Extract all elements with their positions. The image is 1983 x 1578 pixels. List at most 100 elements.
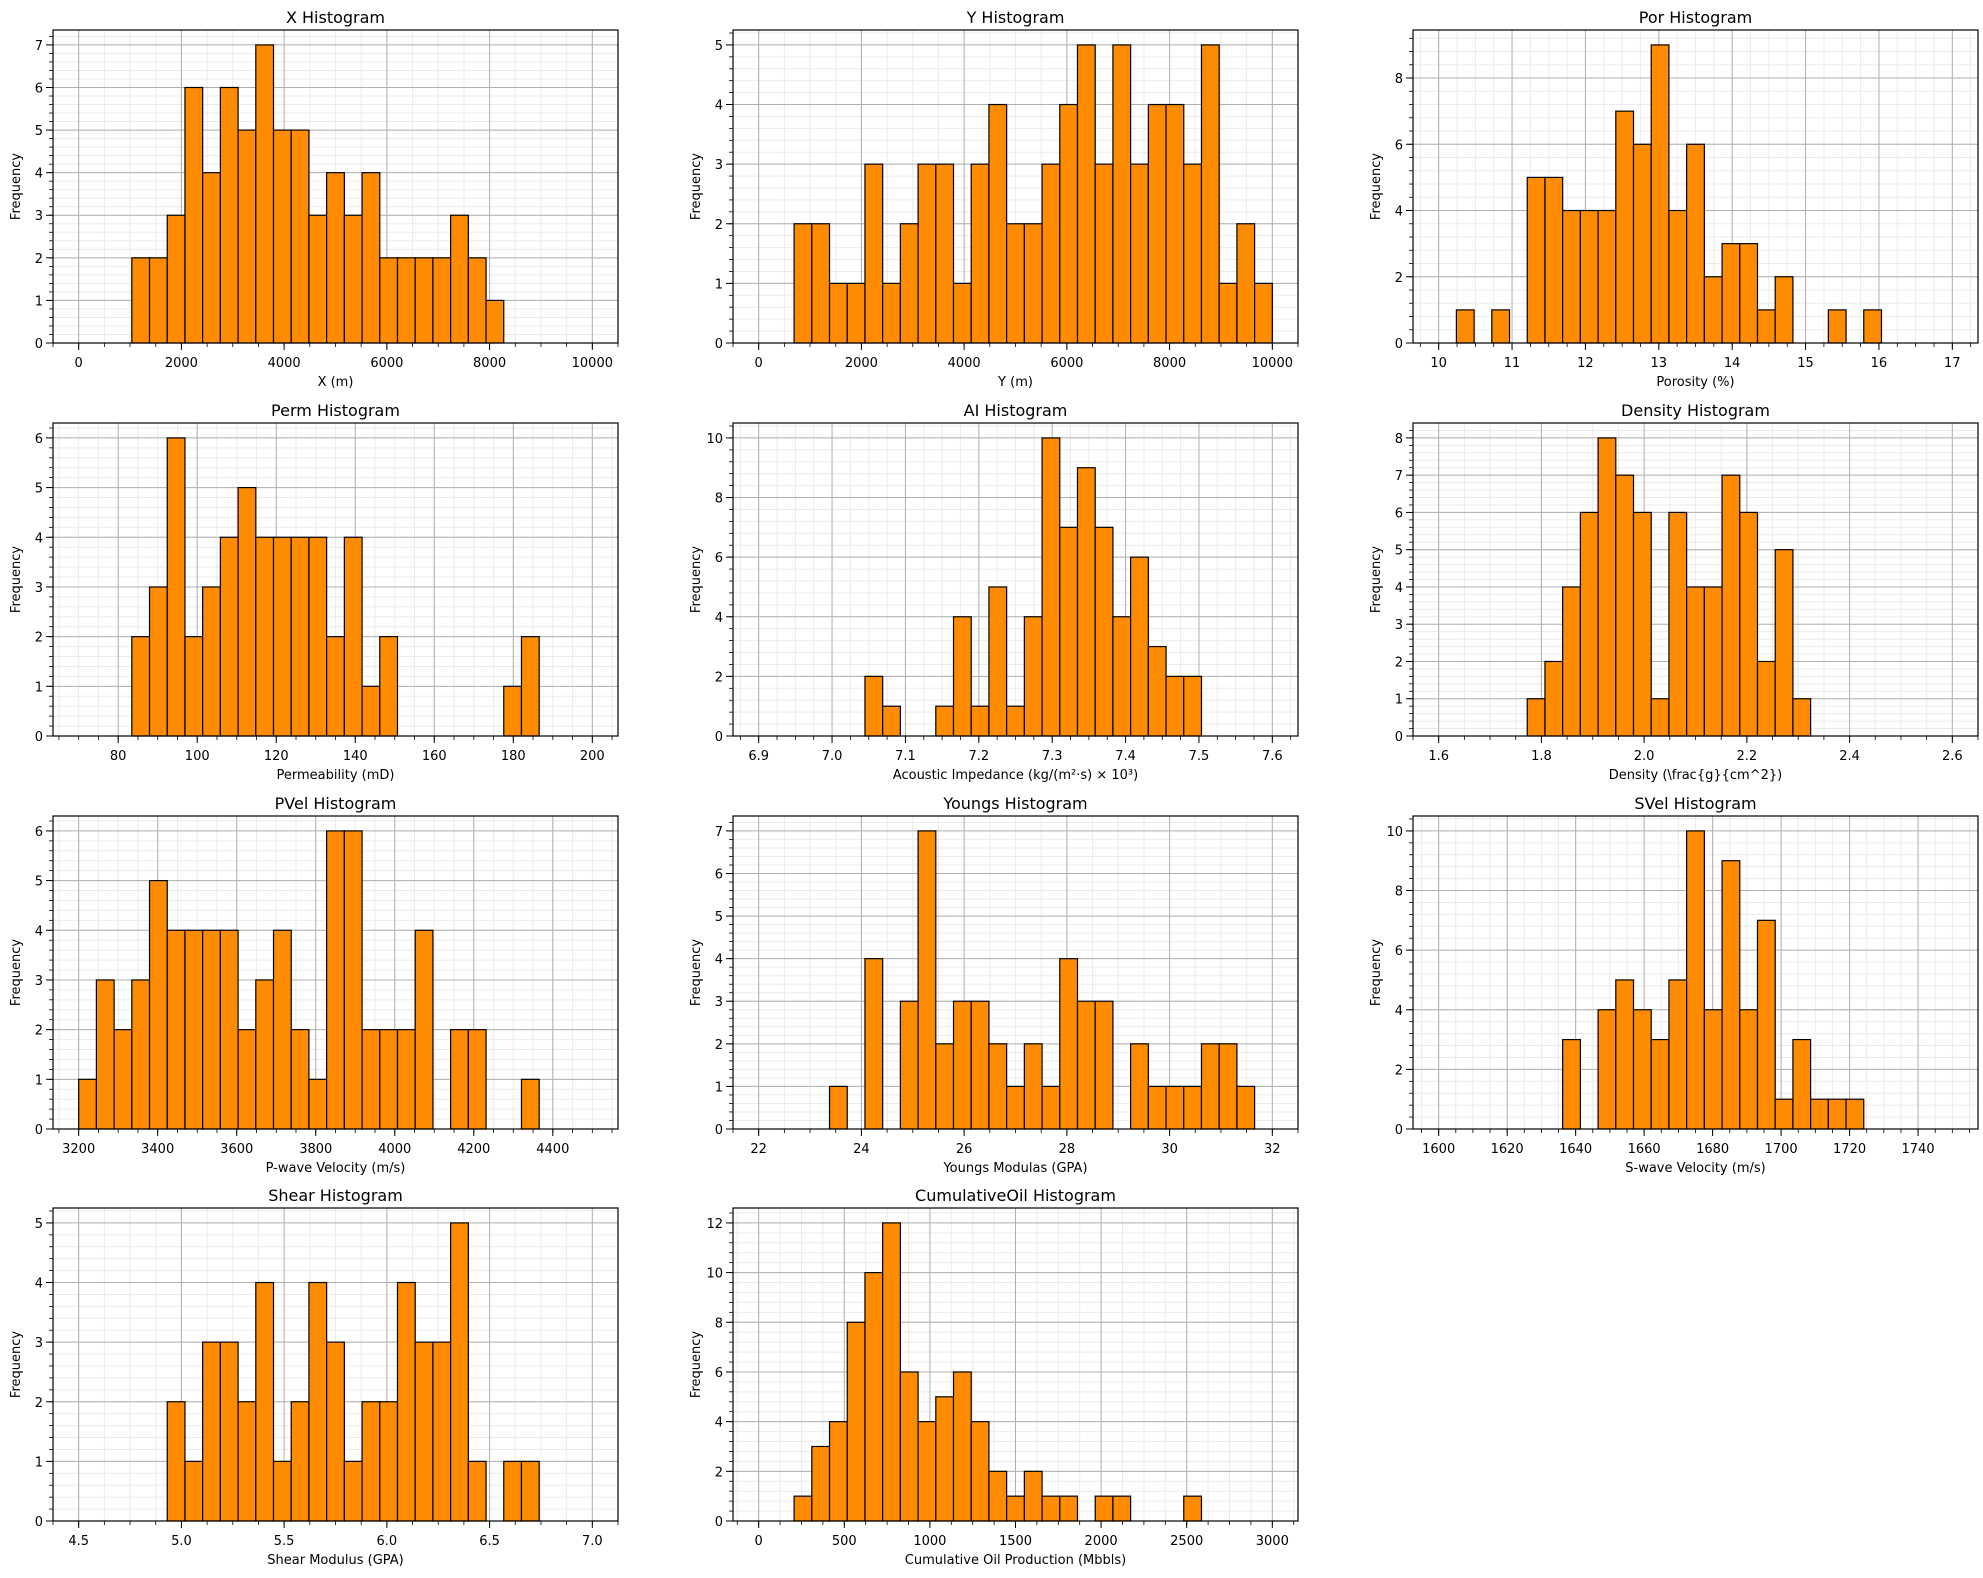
y-tick-label: 2 [715, 670, 723, 685]
y-tick-label: 8 [715, 1316, 723, 1331]
histogram-bar [1579, 511, 1599, 737]
histogram-bar [1094, 1000, 1114, 1130]
histogram-bar [272, 1460, 292, 1522]
histogram-bar [1076, 1000, 1096, 1130]
y-tick-label: 3 [715, 995, 723, 1010]
chart-title: Density Histogram [1621, 401, 1770, 420]
bars [864, 437, 1203, 737]
x-axis-label: Cumulative Oil Production (Mbbls) [905, 1553, 1126, 1568]
histogram-bar [1668, 511, 1688, 737]
x-tick-label: 24 [853, 1142, 870, 1157]
histogram-panel-1: 0 2000 4000 6000 8000 10000 0 1 2 3 4 5 Y Histogram Y… [689, 8, 1299, 390]
histogram-bar [379, 257, 399, 344]
histogram-bar [255, 536, 275, 737]
x-tick-label: 3600 [220, 1142, 253, 1157]
y-tick-label: 4 [1395, 581, 1403, 596]
x-tick-label: 1660 [1628, 1142, 1661, 1157]
y-tick-label: 2 [715, 1038, 723, 1053]
x-axis-label: Acoustic Impedance (kg/(m²·s) × 10³) [893, 768, 1138, 783]
histogram-bar [219, 1341, 239, 1522]
x-axis-label: Permeability (mD) [277, 768, 395, 783]
histogram-panel-5: 1.6 1.8 2.0 2.2 2.4 2.6 0 1 2 3 4 5 6 7 8 Density Histo… [1369, 401, 1979, 783]
x-tick-label: 1740 [1902, 1142, 1935, 1157]
histogram-bar [1200, 44, 1220, 344]
x-tick-label: 2.0 [1634, 749, 1655, 764]
x-tick-label: 17 [1944, 356, 1961, 371]
histogram-bar [1827, 1098, 1847, 1130]
histogram-bar [1650, 44, 1670, 344]
y-tick-label: 1 [35, 1073, 43, 1088]
x-tick-label: 10 [1430, 356, 1447, 371]
histogram-bar [379, 1401, 399, 1522]
x-tick-label: 22 [750, 1142, 767, 1157]
histogram-bar [1526, 698, 1546, 737]
x-tick-label: 2.2 [1737, 749, 1758, 764]
histogram-bar [414, 257, 434, 344]
x-tick-label: 15 [1797, 356, 1814, 371]
y-tick-label: 6 [1395, 506, 1403, 521]
x-tick-label: 180 [501, 749, 526, 764]
y-tick-label: 5 [35, 875, 43, 890]
histogram-bar [1236, 223, 1256, 344]
y-tick-label: 5 [35, 1217, 43, 1232]
chart-title: SVel Histogram [1634, 794, 1756, 813]
histogram-bar [811, 223, 831, 344]
histogram-bar [952, 282, 972, 344]
histogram-bar [361, 1029, 381, 1130]
y-axis-label: Frequency [689, 546, 704, 613]
x-tick-label: 1600 [1422, 1142, 1455, 1157]
histogram-bar [935, 705, 955, 737]
histogram-bar [184, 929, 204, 1130]
histogram-bar [1721, 474, 1741, 737]
histogram-bar [166, 437, 186, 737]
histogram-bar [1023, 1470, 1043, 1522]
histogram-bar [326, 830, 345, 1130]
histogram-bar [1686, 586, 1705, 737]
x-tick-label: 1680 [1696, 1142, 1729, 1157]
histogram-bar [1023, 223, 1043, 344]
histogram-bar [1668, 209, 1688, 344]
histogram-bar [202, 929, 221, 1130]
histogram-bar [846, 282, 866, 344]
histogram-bar [432, 1341, 452, 1522]
y-tick-label: 2 [35, 631, 43, 646]
histogram-bar [1112, 44, 1132, 344]
x-axis-label: Shear Modulus (GPA) [267, 1553, 403, 1568]
histogram-bar [343, 1460, 363, 1522]
x-tick-label: 1720 [1833, 1142, 1866, 1157]
histogram-bar [1703, 586, 1723, 737]
histogram-bar [1112, 616, 1132, 737]
y-tick-label: 2 [715, 1465, 723, 1480]
x-tick-label: 7.3 [1042, 749, 1063, 764]
y-tick-label: 4 [715, 611, 723, 626]
x-tick-label: 1640 [1559, 1142, 1592, 1157]
histogram-bar [308, 536, 328, 737]
x-tick-label: 4.5 [68, 1534, 89, 1549]
histogram-bar [1562, 586, 1581, 737]
y-tick-label: 1 [35, 680, 43, 695]
x-tick-label: 2.4 [1839, 749, 1860, 764]
histogram-bar [1165, 1085, 1185, 1130]
histogram-bar [1632, 511, 1652, 737]
bars [131, 437, 540, 737]
y-tick-label: 2 [35, 252, 43, 267]
x-tick-label: 3200 [62, 1142, 95, 1157]
y-tick-label: 0 [715, 1123, 723, 1138]
x-axis-label: Density (\frac{g}{cm^2}) [1609, 768, 1782, 783]
y-tick-label: 10 [1386, 825, 1403, 840]
chart-title: Perm Histogram [271, 401, 400, 420]
histogram-bar [202, 586, 221, 737]
histogram-bar [1863, 309, 1883, 344]
y-tick-label: 0 [35, 1515, 43, 1530]
histogram-bar [917, 830, 937, 1130]
histogram-bar [1200, 1043, 1220, 1130]
histogram-panel-2: 10 11 12 13 14 15 16 17 0 2 4 6 8 Por Histogram Porosi… [1369, 8, 1979, 390]
y-tick-label: 6 [1395, 944, 1403, 959]
y-tick-label: 4 [35, 1277, 43, 1292]
x-tick-label: 7.1 [895, 749, 916, 764]
histogram-bar [343, 536, 363, 737]
histogram-bar [1686, 143, 1705, 344]
histogram-panel-6: 3200 3400 3600 3800 4000 4200 4400 0 1 2 3 4 5 6 PVel … [9, 794, 619, 1176]
histogram-bar [1739, 511, 1759, 737]
histogram-bar [450, 1222, 469, 1522]
